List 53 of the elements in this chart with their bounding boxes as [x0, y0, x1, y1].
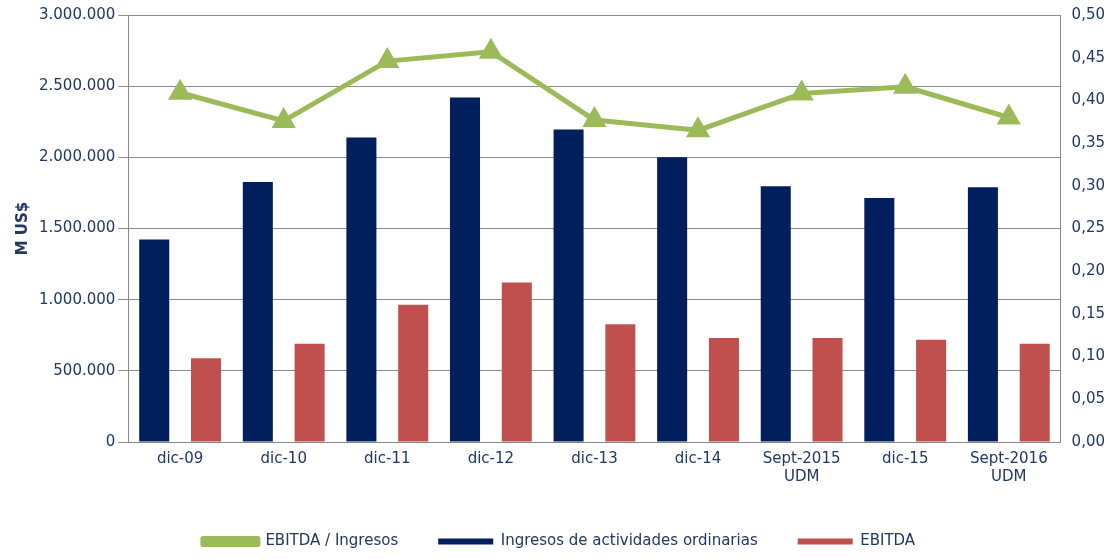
- bar: [1019, 343, 1050, 442]
- point: [996, 103, 1021, 125]
- y-tick-label: 0: [105, 431, 116, 450]
- legend-label: EBITDA / Ingresos: [265, 531, 399, 550]
- y2-tick-label: 0,25: [1071, 218, 1106, 237]
- bar: [812, 338, 843, 442]
- y2-tick-label: 0,40: [1071, 90, 1106, 109]
- bar: [398, 304, 429, 442]
- y2-tick-label: 0,35: [1071, 132, 1106, 151]
- point: [582, 106, 607, 128]
- bar: [501, 282, 532, 442]
- bar: [657, 157, 688, 442]
- y2-tick-label: 0,20: [1071, 261, 1106, 280]
- y2-tick-label: 0,00: [1071, 431, 1106, 450]
- y-tick-label: 2.500.000: [39, 76, 116, 95]
- y2-tick-label: 0,30: [1071, 175, 1106, 194]
- x-tick-label: dic-10: [260, 448, 307, 467]
- bar: [294, 343, 325, 442]
- bar: [553, 129, 584, 442]
- y2-tick-label: 0,15: [1071, 303, 1106, 322]
- legend-label: EBITDA: [860, 531, 916, 550]
- point: [377, 47, 400, 69]
- x-tick-label: dic-11: [364, 448, 411, 467]
- y-axis-title: M US$: [12, 201, 31, 256]
- y-tick-label: 1.000.000: [39, 289, 116, 308]
- bar: [864, 197, 895, 442]
- bar: [346, 137, 377, 442]
- x-tick-label: dic-14: [674, 448, 722, 467]
- y-tick-label: 2.000.000: [39, 147, 116, 166]
- bar: [191, 358, 222, 442]
- bar: [967, 187, 998, 442]
- bar: [139, 239, 170, 442]
- y2-tick-label: 0,10: [1071, 346, 1106, 365]
- x-tick-label: dic-15: [882, 448, 929, 467]
- y2-tick-label: 0,45: [1071, 47, 1106, 66]
- x-tick-label: Sept-2016 UDM: [969, 448, 1048, 485]
- y-tick-label: 1.500.000: [39, 218, 116, 237]
- point: [686, 116, 710, 138]
- bar: [605, 324, 636, 442]
- y-tick-label: 500.000: [53, 360, 116, 379]
- legend-label: Ingresos de actividades ordinarias: [500, 531, 758, 550]
- y2-tick-label: 0,05: [1071, 389, 1106, 408]
- bar: [916, 339, 947, 442]
- x-tick-label: dic-12: [467, 448, 515, 467]
- bar: [449, 97, 481, 442]
- y-tick-label: 3.000.000: [39, 4, 116, 23]
- y2-tick-label: 0,50: [1071, 4, 1106, 23]
- bar: [760, 186, 791, 442]
- x-tick-label: dic-09: [156, 448, 204, 467]
- x-tick-label: dic-13: [571, 448, 618, 467]
- bar: [708, 338, 739, 442]
- bar: [242, 182, 273, 442]
- x-tick-label: Sept-2015 UDM: [762, 448, 841, 485]
